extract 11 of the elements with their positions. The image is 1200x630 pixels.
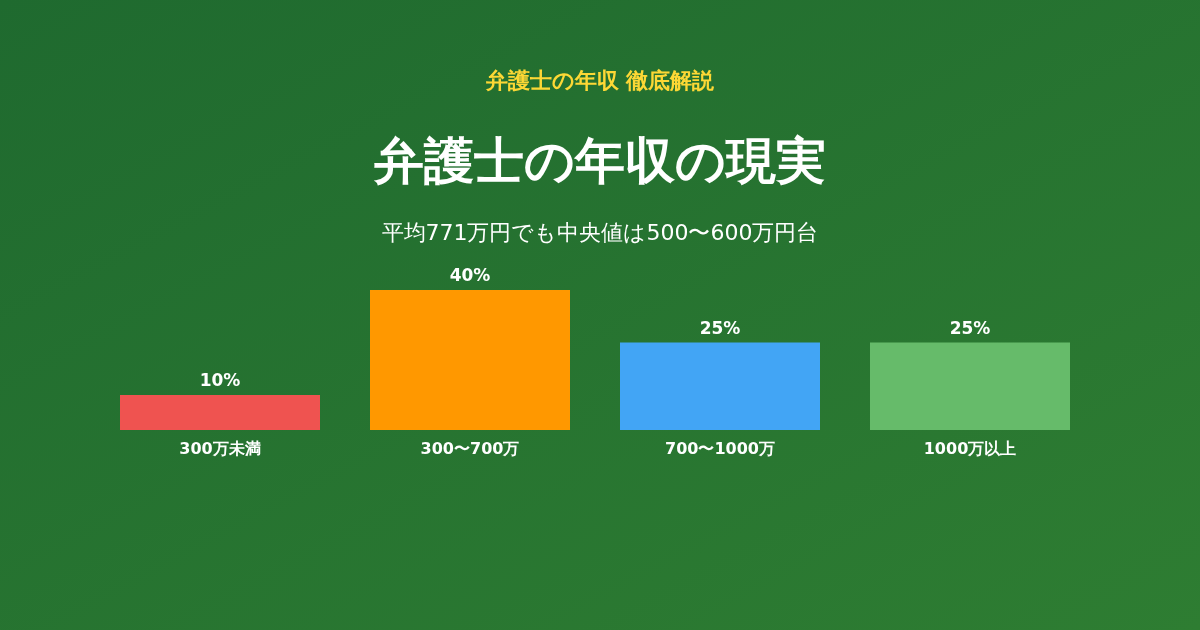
data-label: 25% [949, 317, 991, 338]
data-label: 25% [699, 317, 741, 338]
text: 弁護士の年収 徹底解説 [484, 68, 716, 93]
x-tick-label: 300〜700万 [420, 439, 520, 458]
data-label: 40% [449, 265, 491, 285]
x-tick-label: 300万未満 [179, 439, 261, 458]
data-label: 10% [199, 370, 241, 390]
chart-subtitle: 平均771万円でも中央値は500〜600万円台 [381, 220, 819, 245]
x-tick-label: 1000万以上 [923, 439, 1017, 458]
x-tick-label: 700〜1000万 [665, 439, 775, 458]
chart-title: 弁護士の年収の現実 [373, 132, 826, 190]
